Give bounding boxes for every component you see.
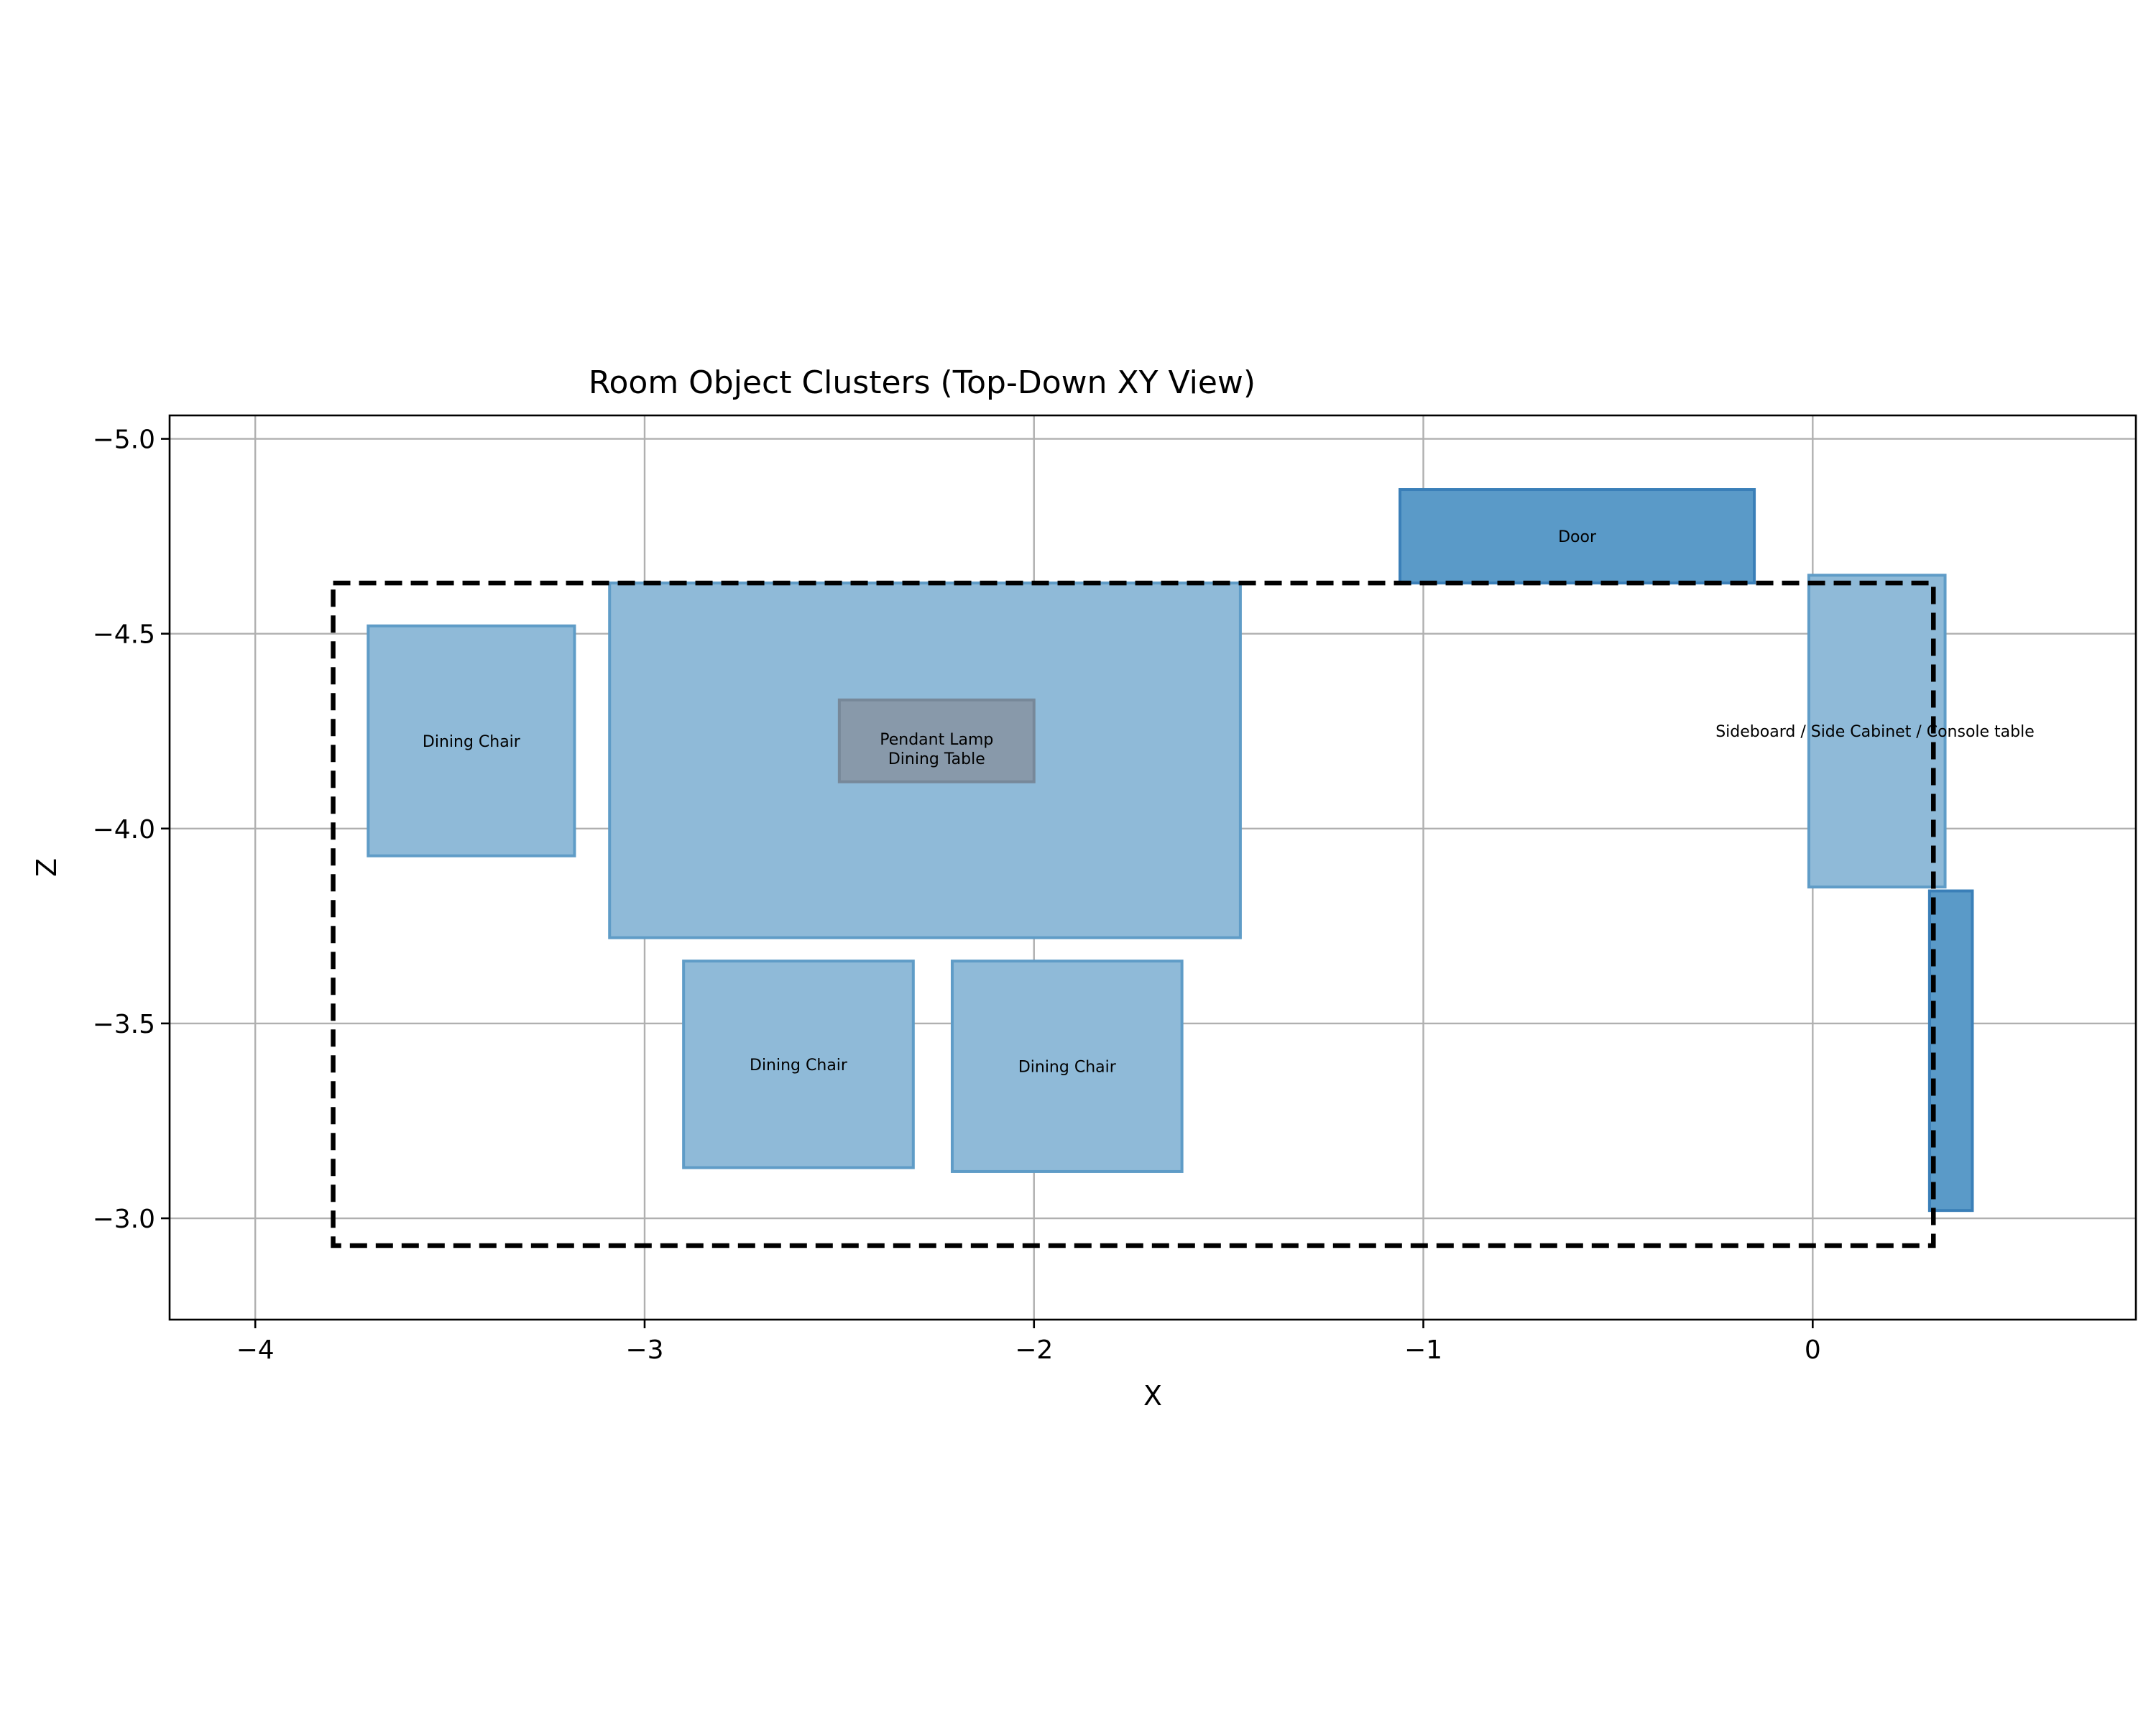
object-rect-dining-chair [682,960,915,1169]
y-tick-label: −5.0 [93,426,155,455]
object-rect-door [1399,488,1756,585]
room-boundary [331,580,1936,1248]
object-rect-dining-chair [950,960,1184,1173]
x-tick-label: −2 [1015,1335,1053,1365]
ticks-layer: −4 −3 −2 −1 0 −5.0 −4.5 −4.0 −3.5 −3.0 [93,426,1821,1365]
object-label-dining-table: Dining Table [888,750,985,768]
plot-frame [168,414,2137,1321]
object-rect-unlabeled [1927,889,1974,1213]
y-tick-label: −4.5 [93,620,155,650]
boundary-layer [331,580,1936,1248]
y-tick-label: −3.5 [93,1010,155,1039]
y-axis-label: Z [31,858,63,877]
x-axis-label: X [1143,1380,1162,1412]
object-rect-dining-chair [367,624,576,857]
x-tick-label: 0 [1805,1335,1821,1365]
object-rect-pendant-lamp [837,698,1036,783]
object-label-pendant-lamp: Pendant Lamp [880,731,993,749]
y-tick-label: −3.0 [93,1205,155,1234]
y-tick-label: −4.0 [93,815,155,845]
chart-title: Room Object Clusters (Top-Down XY View) [589,364,1256,401]
x-tick-label: −3 [625,1335,663,1365]
object-label-dining-chair: Dining Chair [423,733,521,751]
objects-layer [367,488,1974,1213]
object-rect-sideboard-side-cabinet-console-table [1807,574,1947,889]
object-label-dining-chair: Dining Chair [750,1057,848,1075]
object-label-dining-chair: Dining Chair [1018,1059,1117,1077]
object-label-door: Door [1558,528,1597,546]
object-label-sideboard-side-cabinet-console-table: Sideboard / Side Cabinet / Console table [1715,723,2035,741]
x-tick-label: −4 [236,1335,275,1365]
x-tick-label: −1 [1404,1335,1442,1365]
